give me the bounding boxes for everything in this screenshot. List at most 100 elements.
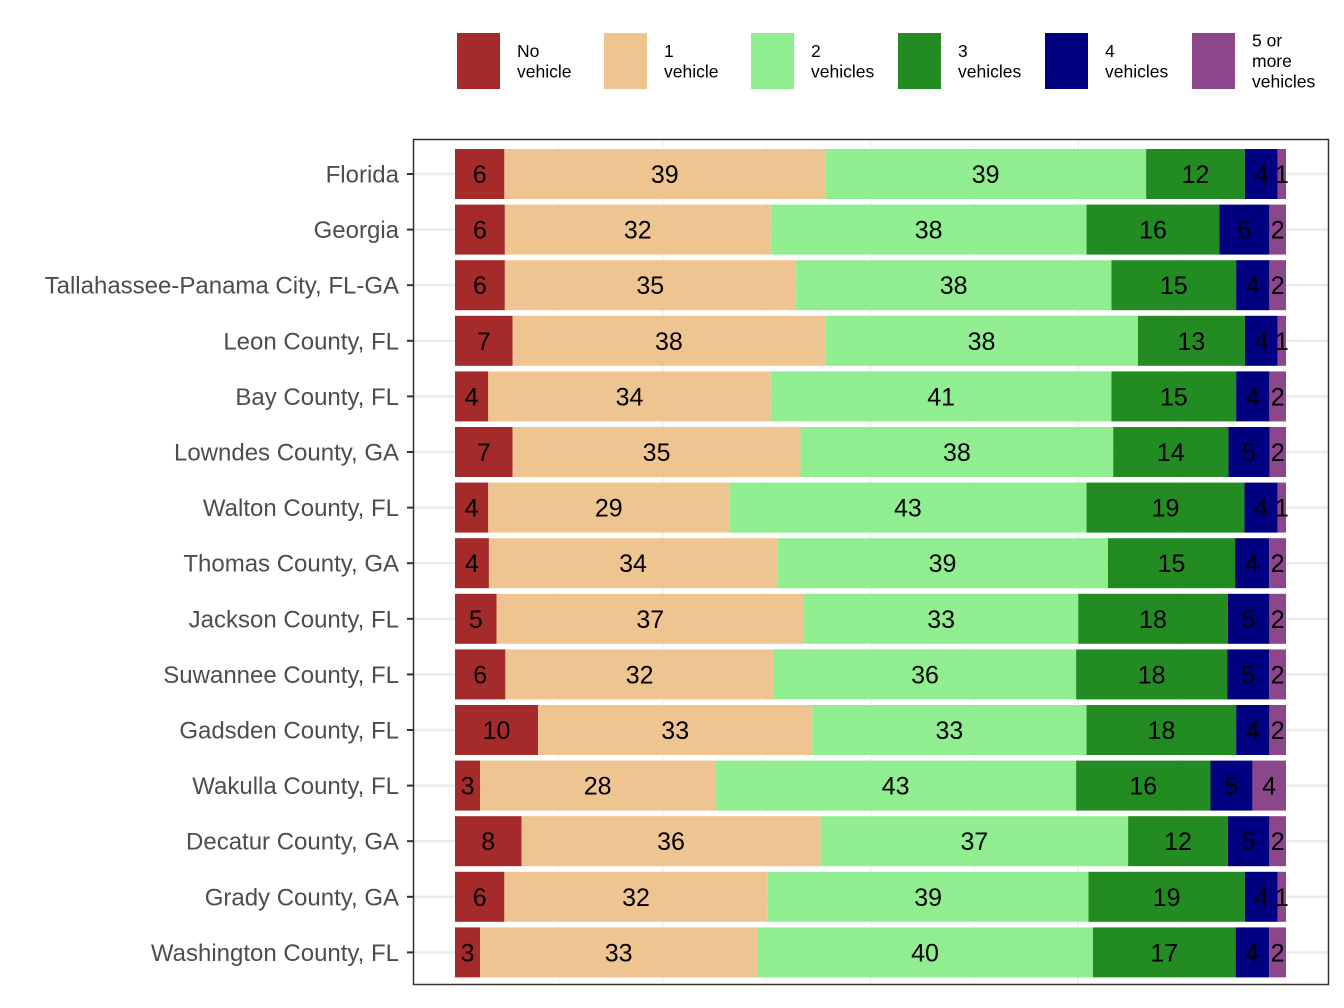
value-label-lowndes-county-ga-2-vehicles: 38 (943, 439, 971, 467)
bar-grady-county-ga-2-vehicles (767, 871, 1089, 922)
value-label-thomas-county-ga-1-vehicle: 34 (619, 550, 647, 578)
value-label-bay-county-fl-4-vehicles: 4 (1246, 383, 1260, 411)
bar-leon-county-fl-3-vehicles (1137, 315, 1245, 366)
bar-washington-county-fl-4-vehicles (1235, 927, 1270, 978)
bar-walton-county-fl-4-vehicles (1244, 482, 1278, 533)
bar-decatur-county-ga-no-vehicle (455, 816, 522, 867)
bar-jackson-county-fl-1-vehicle (496, 593, 805, 644)
bar-georgia-5-or-more-vehicles (1269, 204, 1286, 255)
bar-suwannee-county-fl-no-vehicle (455, 649, 506, 700)
bar-leon-county-fl-2-vehicles (825, 315, 1138, 366)
value-label-leon-county-fl-4-vehicles: 4 (1254, 328, 1268, 356)
value-label-jackson-county-fl-5-or-more-vehicles: 2 (1271, 606, 1285, 634)
value-label-washington-county-fl-1-vehicle: 33 (605, 939, 633, 967)
value-label-washington-county-fl-2-vehicles: 40 (911, 939, 939, 967)
value-label-wakulla-county-fl-4-vehicles: 5 (1224, 773, 1238, 801)
bar-bay-county-fl-2-vehicles (770, 371, 1112, 422)
value-label-leon-county-fl-1-vehicle: 38 (655, 328, 683, 356)
bar-grady-county-ga-5-or-more-vehicles (1277, 871, 1286, 922)
bar-florida-no-vehicle (455, 149, 505, 199)
legend-key-no-vehicle (457, 33, 500, 89)
bar-grady-county-ga-3-vehicles (1088, 871, 1245, 922)
category-label-leon-county-fl: Leon County, FL (223, 328, 399, 355)
value-label-florida-no-vehicle: 6 (473, 161, 487, 189)
value-label-florida-2-vehicles: 39 (972, 161, 1000, 189)
value-label-tallahassee-panama-city-fl-ga-3-vehicles: 15 (1160, 272, 1188, 300)
value-label-gadsden-county-fl-no-vehicle: 10 (483, 717, 511, 745)
legend-key-4-vehicles (1045, 33, 1088, 89)
legend-label-no-vehicle: No vehicle (517, 41, 571, 82)
value-label-leon-county-fl-2-vehicles: 38 (968, 328, 996, 356)
value-label-washington-county-fl-no-vehicle: 3 (461, 939, 475, 967)
value-label-georgia-2-vehicles: 38 (915, 217, 943, 245)
value-label-suwannee-county-fl-4-vehicles: 5 (1241, 661, 1255, 689)
bar-thomas-county-ga-4-vehicles (1235, 538, 1270, 589)
bar-lowndes-county-ga-3-vehicles (1113, 427, 1229, 477)
bar-washington-county-fl-5-or-more-vehicles (1269, 927, 1286, 978)
value-label-gadsden-county-fl-2-vehicles: 33 (936, 717, 964, 745)
value-label-thomas-county-ga-3-vehicles: 15 (1158, 550, 1186, 578)
bar-wakulla-county-fl-5-or-more-vehicles (1252, 760, 1286, 811)
legend-label-3-vehicles: 3 vehicles (958, 41, 1021, 82)
value-labels: 6 39 39 12 4 16 32 38 16 6 26 35 38 15 4 27 38 38 13 4 14 34 4… (461, 161, 1289, 967)
legend-label-5-or-more-vehicles: 5 or more vehicles (1252, 31, 1315, 92)
value-label-wakulla-county-fl-2-vehicles: 43 (882, 773, 910, 801)
value-label-walton-county-fl-2-vehicles: 43 (894, 495, 922, 523)
value-label-thomas-county-ga-no-vehicle: 4 (465, 550, 479, 578)
bar-decatur-county-ga-2-vehicles (820, 816, 1129, 867)
legend-item-1-vehicle: 1 vehicle (604, 33, 718, 89)
value-label-grady-county-ga-3-vehicles: 19 (1153, 884, 1181, 912)
value-label-lowndes-county-ga-3-vehicles: 14 (1157, 439, 1185, 467)
legend-key-3-vehicles (898, 33, 941, 89)
value-label-georgia-4-vehicles: 6 (1237, 217, 1251, 245)
value-label-grady-county-ga-5-or-more-vehicles: 1 (1275, 884, 1289, 912)
value-label-jackson-county-fl-2-vehicles: 33 (927, 606, 955, 634)
bar-bay-county-fl-5-or-more-vehicles (1269, 371, 1286, 422)
bar-thomas-county-ga-5-or-more-vehicles (1269, 538, 1286, 589)
value-label-tallahassee-panama-city-fl-ga-4-vehicles: 4 (1246, 272, 1260, 300)
bar-wakulla-county-fl-1-vehicle (480, 760, 716, 811)
value-label-walton-county-fl-3-vehicles: 19 (1152, 495, 1180, 523)
value-label-lowndes-county-ga-4-vehicles: 5 (1242, 439, 1256, 467)
bar-walton-county-fl-5-or-more-vehicles (1277, 482, 1286, 533)
value-label-thomas-county-ga-4-vehicles: 4 (1245, 550, 1259, 578)
category-label-walton-county-fl: Walton County, FL (203, 495, 399, 522)
legend-label-1-vehicle: 1 vehicle (664, 41, 718, 82)
value-label-tallahassee-panama-city-fl-ga-2-vehicles: 38 (940, 272, 968, 300)
bar-gadsden-county-fl-1-vehicle (538, 705, 813, 755)
value-label-jackson-county-fl-4-vehicles: 5 (1242, 606, 1256, 634)
bar-wakulla-county-fl-4-vehicles (1210, 760, 1253, 811)
value-label-gadsden-county-fl-1-vehicle: 33 (661, 717, 689, 745)
value-label-suwannee-county-fl-3-vehicles: 18 (1138, 661, 1166, 689)
value-label-grady-county-ga-4-vehicles: 4 (1254, 884, 1268, 912)
bar-grady-county-ga-4-vehicles (1244, 871, 1278, 922)
bar-gadsden-county-fl-2-vehicles (812, 705, 1087, 755)
bar-tallahassee-panama-city-fl-ga-5-or-more-vehicles (1269, 260, 1286, 311)
bar-grady-county-ga-no-vehicle (455, 871, 505, 922)
bar-bay-county-fl-no-vehicle (455, 371, 489, 422)
value-label-bay-county-fl-no-vehicle: 4 (465, 383, 479, 411)
legend-key-2-vehicles (751, 33, 794, 89)
bar-florida-3-vehicles (1146, 149, 1245, 199)
panel-border (412, 138, 1330, 986)
bar-gadsden-county-fl-4-vehicles (1236, 705, 1270, 755)
value-label-thomas-county-ga-5-or-more-vehicles: 2 (1271, 550, 1285, 578)
value-label-bay-county-fl-5-or-more-vehicles: 2 (1271, 383, 1285, 411)
legend-item-2-vehicles: 2 vehicles (751, 33, 874, 89)
bar-suwannee-county-fl-4-vehicles (1227, 649, 1270, 700)
value-label-washington-county-fl-3-vehicles: 17 (1150, 939, 1178, 967)
value-label-walton-county-fl-no-vehicle: 4 (465, 495, 479, 523)
value-label-georgia-no-vehicle: 6 (473, 217, 487, 245)
bar-tallahassee-panama-city-fl-ga-3-vehicles (1111, 260, 1237, 311)
value-label-thomas-county-ga-2-vehicles: 39 (929, 550, 957, 578)
value-label-suwannee-county-fl-2-vehicles: 36 (911, 661, 939, 689)
value-label-wakulla-county-fl-no-vehicle: 3 (461, 773, 475, 801)
value-label-georgia-3-vehicles: 16 (1139, 217, 1167, 245)
bar-thomas-county-ga-2-vehicles (777, 538, 1108, 589)
bar-washington-county-fl-1-vehicle (480, 927, 758, 978)
bar-thomas-county-ga-no-vehicle (455, 538, 489, 589)
value-label-walton-county-fl-5-or-more-vehicles: 1 (1275, 495, 1289, 523)
legend-item-3-vehicles: 3 vehicles (898, 33, 1021, 89)
bar-wakulla-county-fl-no-vehicle (455, 760, 481, 811)
bar-gadsden-county-fl-no-vehicle (455, 705, 539, 755)
